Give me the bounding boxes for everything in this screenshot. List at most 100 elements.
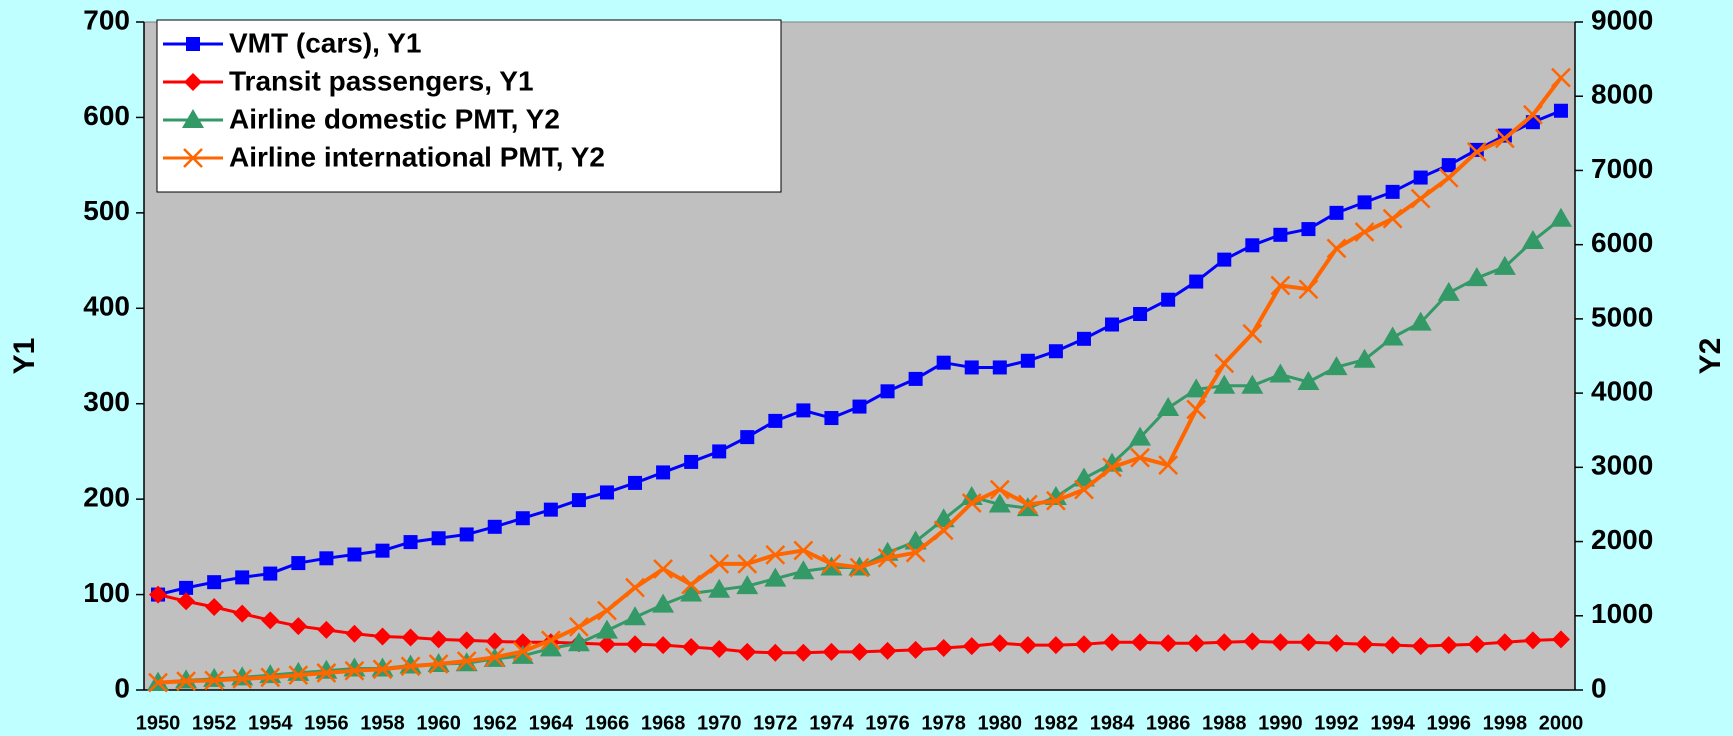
marker xyxy=(569,617,589,637)
marker xyxy=(992,360,1007,375)
marker xyxy=(1549,207,1572,227)
marker xyxy=(712,444,727,459)
legend-label: VMT (cars), Y1 xyxy=(229,27,421,58)
marker xyxy=(344,660,365,681)
marker xyxy=(511,644,534,664)
x-tick-label: 1996 xyxy=(1426,712,1471,734)
marker xyxy=(1441,158,1456,173)
x-tick-label: 1966 xyxy=(585,712,630,734)
marker xyxy=(1299,633,1318,652)
marker xyxy=(1357,195,1372,210)
marker xyxy=(515,511,530,526)
marker xyxy=(989,479,1010,500)
x-tick-label: 1988 xyxy=(1202,712,1247,734)
x-tick-label: 1950 xyxy=(136,712,181,734)
marker xyxy=(1523,631,1542,650)
marker xyxy=(822,642,841,661)
marker xyxy=(1467,635,1486,654)
marker xyxy=(1161,292,1176,307)
marker xyxy=(347,547,362,562)
marker xyxy=(540,630,561,651)
marker xyxy=(824,411,839,426)
marker xyxy=(1158,455,1179,475)
marker xyxy=(429,630,448,649)
marker xyxy=(1074,479,1094,500)
marker xyxy=(484,647,505,668)
marker xyxy=(1243,632,1262,651)
marker xyxy=(880,384,895,399)
marker xyxy=(539,637,562,657)
marker xyxy=(543,502,558,517)
marker xyxy=(626,635,645,654)
marker xyxy=(319,551,334,566)
marker xyxy=(936,355,951,370)
marker xyxy=(1186,399,1207,420)
x-tick-label: 1972 xyxy=(753,712,798,734)
marker xyxy=(1354,222,1375,242)
marker xyxy=(768,413,783,428)
marker xyxy=(1301,222,1316,237)
marker xyxy=(852,399,867,414)
legend-label: Transit passengers, Y1 xyxy=(229,65,534,96)
marker xyxy=(232,668,253,689)
marker xyxy=(934,639,953,658)
marker xyxy=(1217,252,1232,267)
marker xyxy=(1355,635,1374,654)
x-tick-label: 1982 xyxy=(1034,712,1079,734)
marker xyxy=(1103,633,1122,652)
marker xyxy=(764,567,787,587)
marker xyxy=(1241,374,1264,394)
marker xyxy=(850,642,869,661)
y-tick-label: 500 xyxy=(83,195,130,226)
marker xyxy=(571,493,586,508)
marker xyxy=(1048,344,1063,359)
marker xyxy=(1214,353,1235,374)
marker xyxy=(766,643,785,662)
y2-tick-label: 3000 xyxy=(1591,450,1653,481)
marker xyxy=(512,641,533,662)
marker xyxy=(289,617,308,636)
marker xyxy=(179,580,194,595)
marker xyxy=(263,566,278,581)
x-tick-label: 1984 xyxy=(1090,712,1135,734)
marker xyxy=(1213,374,1236,394)
marker xyxy=(1298,279,1319,300)
marker xyxy=(736,575,759,595)
marker xyxy=(1215,633,1234,652)
y2-tick-label: 9000 xyxy=(1591,4,1653,35)
marker xyxy=(878,641,897,660)
y-tick-label: 700 xyxy=(83,4,130,35)
x-tick-label: 1974 xyxy=(809,712,854,734)
marker xyxy=(710,639,729,658)
marker xyxy=(796,403,811,418)
marker xyxy=(1495,633,1514,652)
marker xyxy=(373,627,392,646)
marker xyxy=(595,619,618,639)
marker xyxy=(1271,633,1290,652)
marker xyxy=(961,493,982,513)
marker xyxy=(317,620,336,639)
marker xyxy=(653,559,673,579)
marker xyxy=(599,485,614,500)
marker xyxy=(1130,447,1150,468)
marker xyxy=(1410,188,1431,209)
marker xyxy=(933,520,954,541)
x-tick-label: 1956 xyxy=(304,712,349,734)
marker xyxy=(738,642,757,661)
marker xyxy=(456,651,477,671)
y2-tick-label: 5000 xyxy=(1591,301,1653,332)
x-tick-label: 1986 xyxy=(1146,712,1191,734)
marker xyxy=(1270,275,1291,296)
marker xyxy=(1273,227,1288,242)
marker xyxy=(1157,396,1180,416)
marker xyxy=(1076,331,1091,346)
marker xyxy=(177,592,196,611)
marker xyxy=(1046,490,1066,511)
marker xyxy=(681,574,702,595)
marker xyxy=(794,643,813,662)
marker xyxy=(371,657,394,677)
marker xyxy=(1381,326,1404,346)
x-tick-label: 1954 xyxy=(248,712,293,734)
marker xyxy=(1131,633,1150,652)
